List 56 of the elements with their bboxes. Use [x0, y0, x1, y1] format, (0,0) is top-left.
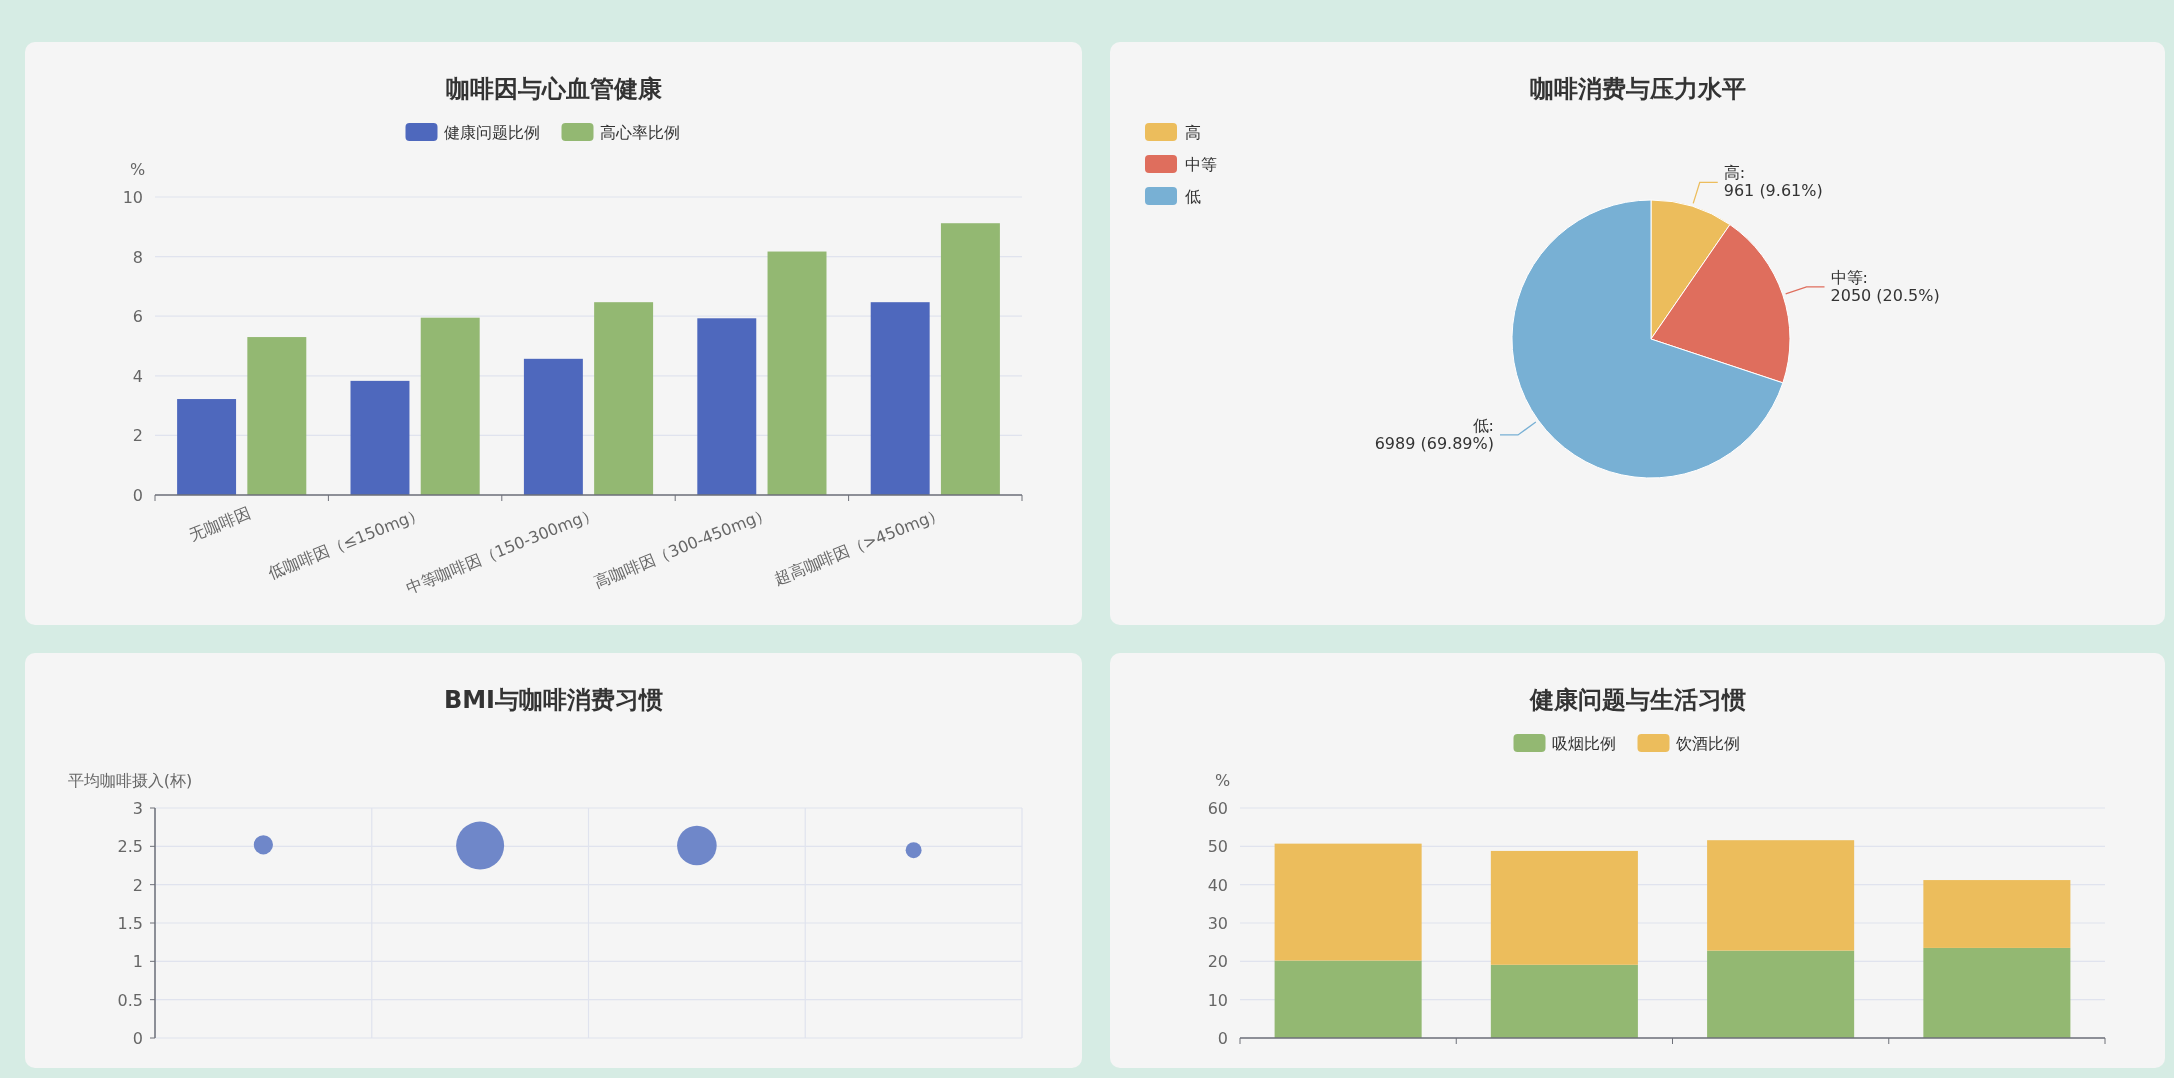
y-tick-label: 4 [132, 366, 143, 386]
y-tick-label: 30 [1207, 914, 1228, 933]
x-tick-label: 无咖啡因 [186, 503, 254, 545]
bar [1707, 950, 1855, 1038]
bar [1274, 960, 1422, 1038]
bar [1490, 964, 1638, 1038]
bar [870, 302, 930, 495]
y-tick-label: 6 [132, 307, 143, 327]
bar [767, 251, 827, 495]
legend-label: 高心率比例 [599, 123, 680, 142]
y-tick-label: 2.5 [117, 837, 143, 857]
y-tick-label: 0.5 [117, 990, 143, 1010]
bar [594, 302, 654, 495]
y-tick-label: 40 [1207, 875, 1228, 895]
bar [523, 358, 583, 495]
chart-title: 咖啡消费与压力水平 [1529, 75, 1746, 103]
y-tick-label: 20 [1207, 952, 1228, 972]
bar [177, 399, 237, 495]
bar [1707, 840, 1855, 951]
bar [247, 337, 307, 495]
bar [1274, 843, 1422, 961]
y-tick-label: 0 [1217, 1029, 1228, 1048]
bar [697, 318, 757, 495]
y-tick-label: 10 [122, 188, 143, 207]
y-tick-label: 8 [132, 247, 143, 267]
bar [940, 223, 1000, 495]
bar [1923, 880, 2071, 948]
y-axis-title: % [1215, 771, 1231, 790]
legend-label: 中等 [1185, 155, 1217, 174]
bar [1490, 850, 1638, 965]
y-tick-label: 60 [1207, 799, 1228, 818]
y-tick-label: 2 [132, 875, 143, 895]
bar [420, 317, 480, 495]
data-label: 中等: 2050 (20.5%) [1830, 267, 1940, 305]
y-tick-label: 10 [1207, 990, 1228, 1010]
y-tick-label: 3 [132, 799, 143, 818]
y-tick-label: 50 [1207, 837, 1228, 857]
data-label: 高: 961 (9.61%) [1723, 163, 1823, 201]
chart-title: BMI与咖啡消费习惯 [443, 686, 664, 714]
y-axis-title: 平均咖啡摄入(杯) [67, 771, 193, 790]
bar [350, 380, 410, 495]
y-axis-title: % [130, 160, 146, 179]
legend-label: 健康问题比例 [443, 123, 540, 142]
y-tick-label: 0 [132, 1029, 143, 1048]
legend-label: 吸烟比例 [1551, 734, 1616, 753]
chart-title: 咖啡因与心血管健康 [445, 75, 662, 103]
bar [1923, 947, 2071, 1038]
legend-label: 饮酒比例 [1674, 734, 1740, 753]
y-tick-label: 1 [132, 952, 143, 972]
legend-label: 高 [1185, 123, 1201, 142]
chart-title: 健康问题与生活习惯 [1528, 686, 1746, 714]
y-tick-label: 2 [132, 426, 143, 446]
legend-label: 低 [1185, 187, 1201, 206]
data-label: 低: 6989 (69.89%) [1374, 415, 1494, 453]
y-tick-label: 1.5 [117, 914, 143, 933]
y-tick-label: 0 [132, 486, 143, 505]
